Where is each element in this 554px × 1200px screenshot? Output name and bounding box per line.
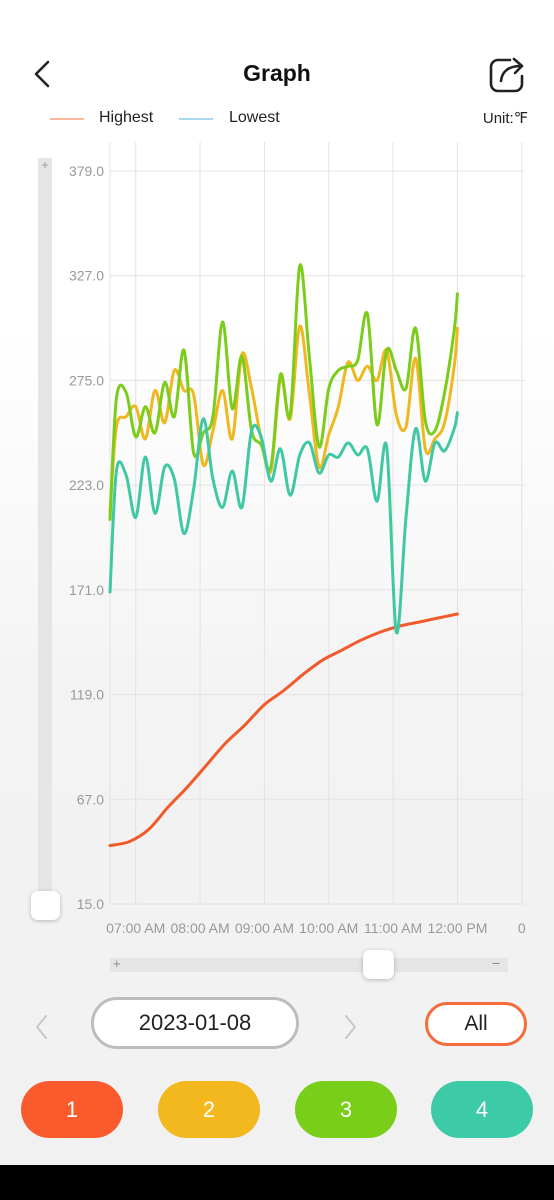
legend-highest-label: Highest <box>99 109 154 126</box>
series-line-3 <box>108 263 459 521</box>
channel-2-button[interactable]: 2 <box>158 1081 260 1138</box>
x-tick-label: 10:00 AM <box>299 920 358 936</box>
channel-3-button[interactable]: 3 <box>295 1081 397 1138</box>
legend-lowest-label: Lowest <box>229 109 280 126</box>
x-tick-label: 09:00 AM <box>235 920 294 936</box>
chart-legend: Highest Lowest <box>0 108 554 132</box>
horizontal-zoom-minus-icon[interactable]: − <box>492 955 501 971</box>
y-tick-label: 327.0 <box>69 268 104 284</box>
share-export-icon <box>489 57 524 93</box>
page-title: Graph <box>243 60 311 86</box>
chevron-left-icon <box>36 1015 47 1039</box>
vertical-zoom-plus-icon[interactable]: + <box>41 158 49 172</box>
horizontal-zoom-plus-icon[interactable]: + <box>113 956 121 971</box>
x-tick-label: 11:00 AM <box>364 920 422 936</box>
all-channels-button[interactable]: All <box>425 1002 527 1046</box>
chevron-right-icon <box>345 1015 356 1039</box>
share-button[interactable] <box>488 56 528 94</box>
x-tick-label: 0 <box>518 920 526 936</box>
y-tick-label: 171.0 <box>69 582 104 598</box>
channel-4-button[interactable]: 4 <box>431 1081 533 1138</box>
header: Graph Highest Lowest Unit:℉ <box>0 0 554 150</box>
x-tick-label: 08:00 AM <box>170 920 229 936</box>
unit-label: Unit:℉ <box>482 110 528 127</box>
legend-highest-swatch <box>50 118 84 120</box>
system-navigation-bar <box>0 1165 554 1200</box>
y-tick-label: 379.0 <box>69 163 104 179</box>
horizontal-scroll-handle[interactable] <box>363 950 394 979</box>
y-tick-label: 67.0 <box>77 791 104 807</box>
x-tick-label: 07:00 AM <box>106 920 165 936</box>
y-tick-label: 275.0 <box>69 372 104 388</box>
back-button[interactable] <box>28 58 58 92</box>
y-tick-label: 15.0 <box>77 896 104 912</box>
legend-lowest-swatch <box>179 118 213 120</box>
series-line-4 <box>108 411 459 635</box>
horizontal-zoom-scrollbar[interactable] <box>110 958 508 972</box>
channel-1-button[interactable]: 1 <box>21 1081 123 1138</box>
date-selector[interactable]: 2023-01-08 <box>91 997 299 1049</box>
next-day-button[interactable] <box>338 1012 362 1042</box>
y-tick-label: 223.0 <box>69 477 104 493</box>
previous-day-button[interactable] <box>30 1012 54 1042</box>
vertical-zoom-scrollbar[interactable] <box>38 158 52 906</box>
line-chart: 379.0 327.0 275.0 223.0 171.0 119.0 67.0 15.007… <box>69 142 526 936</box>
x-tick-label: 12:00 PM <box>427 920 487 936</box>
vertical-scroll-handle[interactable] <box>31 891 60 920</box>
y-tick-label: 119.0 <box>70 687 104 703</box>
chevron-left-icon <box>34 60 50 88</box>
series-line-1 <box>108 612 459 848</box>
